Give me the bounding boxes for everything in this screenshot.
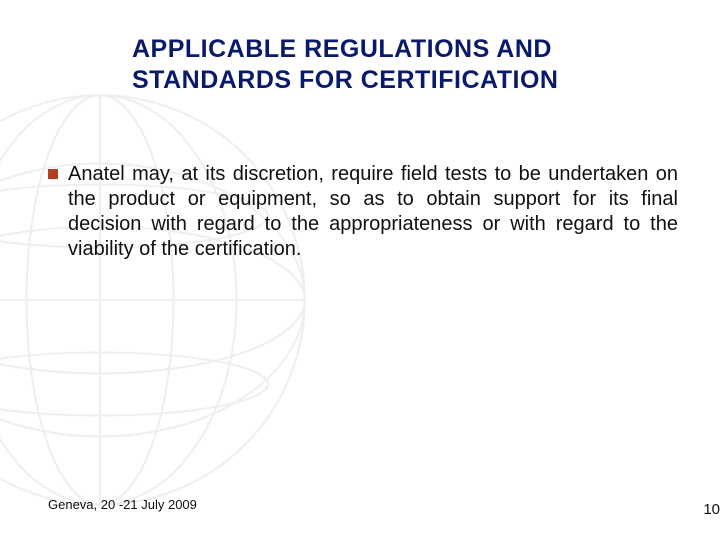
bullet-text: Anatel may, at its discretion, require f… bbox=[68, 162, 678, 262]
page-number: 10 bbox=[703, 501, 720, 518]
slide: APPLICABLE REGULATIONS AND STANDARDS FOR… bbox=[0, 0, 720, 540]
bullet-item: Anatel may, at its discretion, require f… bbox=[48, 162, 678, 262]
bullet-marker-icon bbox=[48, 169, 58, 179]
background-globe bbox=[0, 90, 310, 510]
slide-body: Anatel may, at its discretion, require f… bbox=[48, 162, 678, 262]
slide-title: APPLICABLE REGULATIONS AND STANDARDS FOR… bbox=[132, 34, 672, 97]
footer-location-date: Geneva, 20 -21 July 2009 bbox=[48, 497, 197, 512]
